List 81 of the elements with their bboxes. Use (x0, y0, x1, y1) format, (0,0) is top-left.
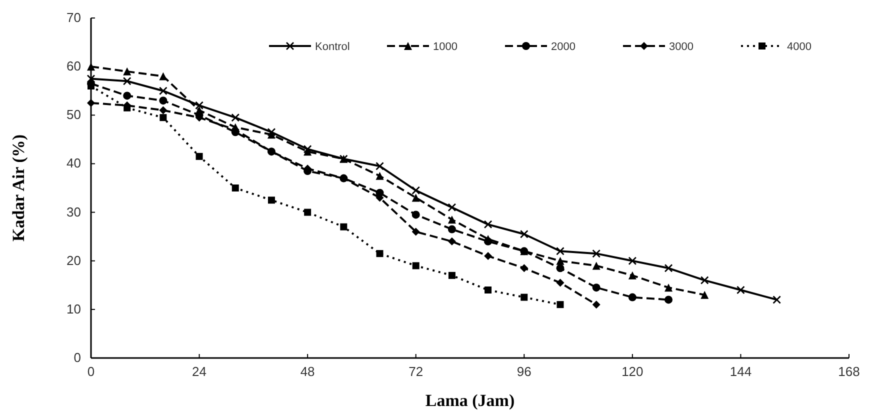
legend-label: 1000 (433, 41, 458, 53)
y-tick-label: 30 (66, 204, 81, 220)
point (700, 276, 709, 284)
point (412, 186, 420, 194)
y-tick-label: 50 (66, 107, 81, 122)
point (231, 114, 240, 122)
y-tick-label: 40 (66, 156, 81, 171)
x-tick-label: 0 (87, 364, 95, 379)
point (87, 99, 95, 107)
point (232, 184, 239, 192)
point (196, 152, 203, 160)
point (340, 223, 348, 230)
point (700, 290, 709, 299)
x-axis-title: Lama (Jam) (425, 391, 515, 410)
point (267, 130, 276, 139)
point (484, 286, 492, 294)
point (520, 264, 528, 272)
legend-label: Kontrol (315, 41, 350, 53)
point (628, 293, 636, 302)
point (304, 148, 312, 156)
point (159, 86, 168, 95)
point (664, 264, 673, 272)
point (664, 284, 673, 292)
x-tick-label: 168 (838, 364, 860, 379)
x-tick-label: 24 (192, 364, 207, 379)
point (123, 92, 132, 100)
point (448, 225, 456, 234)
y-tick-label: 20 (66, 252, 81, 268)
point (160, 114, 167, 122)
point (664, 296, 673, 304)
point (484, 220, 492, 228)
point (376, 162, 384, 170)
point (592, 300, 600, 309)
point (376, 172, 384, 180)
x-tick-label: 72 (408, 364, 424, 379)
x-tick-label: 48 (300, 364, 315, 379)
x-tick-label: 144 (730, 364, 752, 379)
point (556, 256, 564, 265)
legend-label: 4000 (787, 41, 812, 53)
point (448, 203, 456, 212)
point (556, 264, 564, 272)
point (412, 262, 420, 270)
point (736, 286, 745, 294)
legend-label: 3000 (669, 41, 694, 53)
y-axis-title: Kadar Air (%) (9, 134, 28, 242)
y-tick-label: 70 (66, 10, 81, 25)
point (772, 296, 781, 304)
point (520, 294, 528, 301)
point (376, 250, 384, 258)
point (412, 210, 420, 219)
point (87, 62, 95, 71)
point (159, 96, 168, 105)
point (484, 252, 492, 260)
point (159, 72, 168, 80)
point (195, 101, 204, 110)
point (412, 194, 420, 202)
point (556, 247, 564, 256)
point (448, 216, 456, 224)
point (556, 278, 564, 287)
point (448, 237, 456, 246)
point (628, 256, 636, 265)
x-tick-label: 120 (622, 364, 644, 379)
point (520, 230, 528, 238)
point (556, 301, 564, 308)
point (592, 262, 600, 270)
point (124, 104, 131, 112)
point (123, 67, 132, 76)
point (268, 196, 275, 204)
point (592, 284, 600, 292)
y-tick-label: 0 (74, 350, 81, 365)
point (448, 272, 456, 279)
point (304, 208, 312, 216)
point (592, 250, 600, 258)
y-tick-label: 10 (66, 301, 81, 316)
x-tick-label: 96 (516, 364, 532, 379)
point (412, 228, 420, 236)
point (123, 77, 132, 86)
y-tick-label: 60 (66, 58, 81, 74)
point (628, 271, 636, 280)
point (159, 106, 168, 114)
legend-label: 2000 (551, 41, 576, 53)
